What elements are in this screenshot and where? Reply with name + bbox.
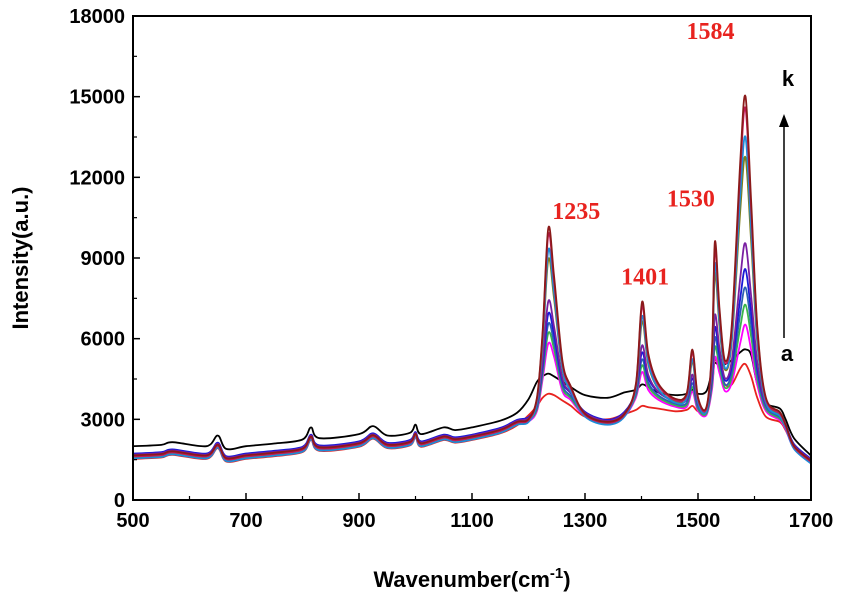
series-line-k bbox=[132, 94, 812, 462]
y-tick-label: 12000 bbox=[69, 167, 125, 189]
peak-annotations: 1235 1401 1530 1584 bbox=[552, 19, 734, 290]
peak-label-1401: 1401 bbox=[621, 264, 669, 290]
y-axis-ticks: 0 3000 6000 9000 12000 15000 18000 bbox=[69, 6, 140, 512]
peak-label-1235: 1235 bbox=[552, 199, 600, 225]
x-tick-label: 1100 bbox=[450, 510, 493, 532]
y-tick-label: 6000 bbox=[81, 329, 126, 351]
series-line-i bbox=[132, 135, 812, 465]
series-line-b bbox=[132, 358, 812, 464]
y-tick-label: 9000 bbox=[81, 248, 126, 270]
y-tick-label: 3000 bbox=[81, 409, 126, 431]
trend-arrow bbox=[779, 114, 789, 338]
x-tick-label: 1500 bbox=[676, 510, 721, 532]
peak-label-1584: 1584 bbox=[687, 19, 735, 45]
series-label-end: k bbox=[782, 66, 795, 91]
y-tick-label: 18000 bbox=[69, 6, 125, 28]
y-tick-label: 15000 bbox=[69, 87, 125, 109]
series-lines bbox=[132, 94, 812, 465]
x-tick-label: 1700 bbox=[789, 510, 834, 532]
x-tick-label: 900 bbox=[342, 510, 375, 532]
x-tick-label: 500 bbox=[116, 510, 149, 532]
x-tick-label: 700 bbox=[229, 510, 262, 532]
series-label-start: a bbox=[781, 341, 794, 366]
x-tick-label: 1300 bbox=[563, 510, 608, 532]
peak-label-1530: 1530 bbox=[667, 186, 715, 212]
series-line-f bbox=[132, 268, 812, 460]
y-tick-label: 0 bbox=[114, 490, 125, 512]
x-axis-ticks: 500 700 900 1100 1300 1500 1700 bbox=[116, 493, 833, 532]
y-axis-title: Intensity(a.u.) bbox=[8, 186, 33, 329]
x-axis-title: Wavenumber(cm-1) bbox=[373, 565, 570, 592]
